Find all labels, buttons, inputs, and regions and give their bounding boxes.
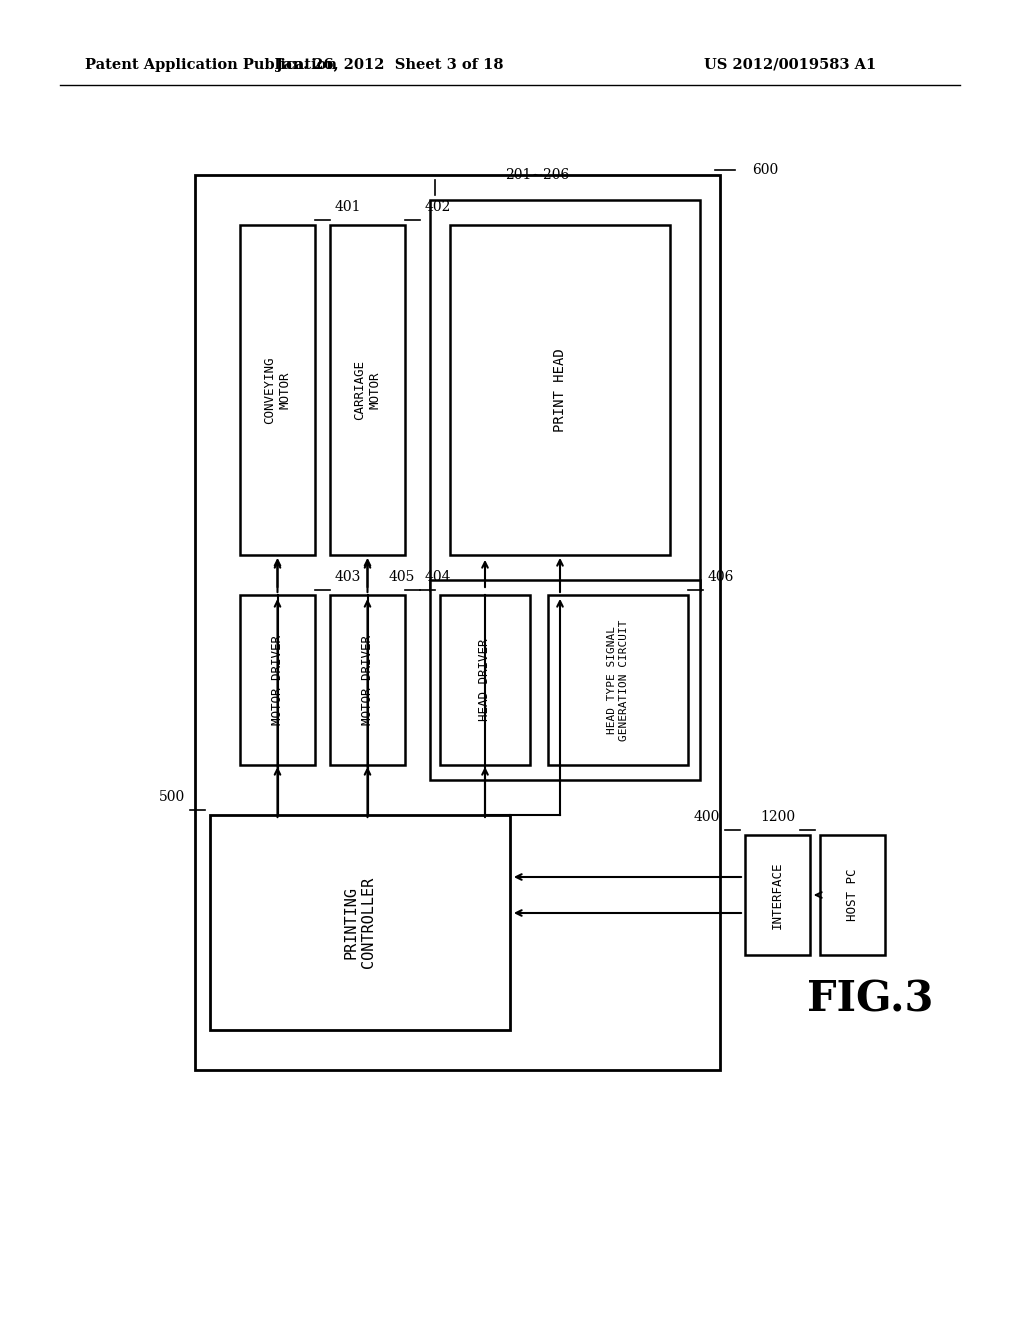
Bar <box>210 814 510 1030</box>
Text: PRINTING
CONTROLLER: PRINTING CONTROLLER <box>344 876 376 968</box>
Bar <box>330 595 406 766</box>
Text: CONVEYING
MOTOR: CONVEYING MOTOR <box>263 356 292 424</box>
Text: MOTOR DRIVER: MOTOR DRIVER <box>361 635 374 725</box>
Bar <box>330 224 406 554</box>
Bar <box>195 176 720 1071</box>
Text: FIG.3: FIG.3 <box>807 979 933 1020</box>
Text: 600: 600 <box>752 162 778 177</box>
Text: 1200: 1200 <box>760 810 795 824</box>
Text: 500: 500 <box>159 789 185 804</box>
Text: 401: 401 <box>335 201 361 214</box>
Text: HEAD TYPE SIGNAL
GENERATION CIRCUIT: HEAD TYPE SIGNAL GENERATION CIRCUIT <box>607 619 629 741</box>
Bar <box>240 595 315 766</box>
Text: Patent Application Publication: Patent Application Publication <box>85 58 337 73</box>
Bar <box>440 595 530 766</box>
Text: 400: 400 <box>693 810 720 824</box>
Bar <box>240 224 315 554</box>
Text: 405: 405 <box>389 570 415 583</box>
Text: MOTOR DRIVER: MOTOR DRIVER <box>271 635 284 725</box>
Bar <box>430 201 700 590</box>
Text: PRINT HEAD: PRINT HEAD <box>553 348 567 432</box>
Bar <box>820 836 885 954</box>
Text: HOST PC: HOST PC <box>846 869 859 921</box>
Bar <box>548 595 688 766</box>
Text: HEAD DRIVER: HEAD DRIVER <box>478 639 492 721</box>
Text: Jan. 26, 2012  Sheet 3 of 18: Jan. 26, 2012 Sheet 3 of 18 <box>276 58 504 73</box>
Text: 201∼206: 201∼206 <box>505 168 569 182</box>
Text: 402: 402 <box>425 201 452 214</box>
Bar <box>430 579 700 780</box>
Text: 406: 406 <box>708 570 734 583</box>
Text: INTERFACE: INTERFACE <box>771 861 784 929</box>
Text: 404: 404 <box>425 570 452 583</box>
Bar <box>745 836 810 954</box>
Text: US 2012/0019583 A1: US 2012/0019583 A1 <box>703 58 877 73</box>
Bar <box>450 224 670 554</box>
Text: CARRIAGE
MOTOR: CARRIAGE MOTOR <box>353 360 382 420</box>
Text: 403: 403 <box>335 570 361 583</box>
